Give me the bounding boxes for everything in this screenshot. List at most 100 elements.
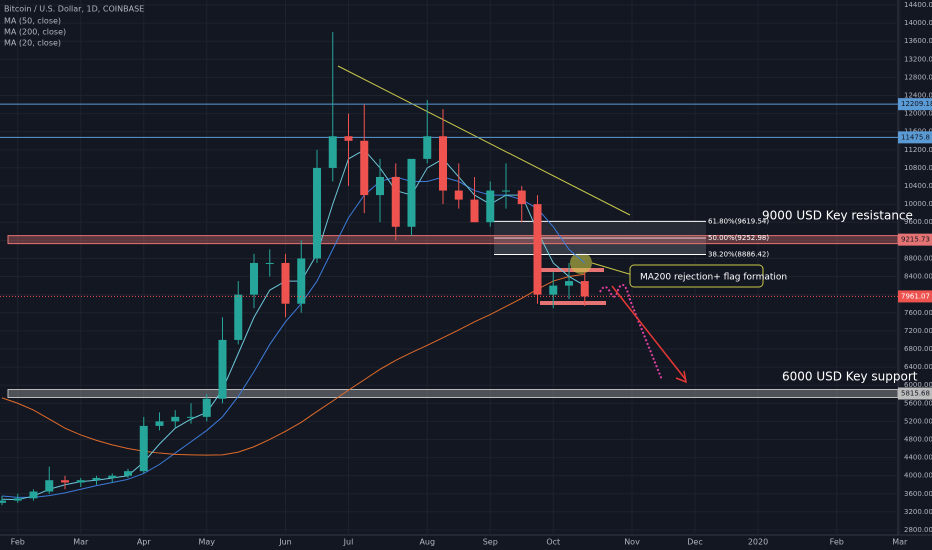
x-tick-label: Apr — [137, 538, 152, 547]
candle-body — [344, 136, 353, 141]
y-tick-label: 6000.00 — [904, 381, 932, 389]
y-tick-label: 8400.00 — [904, 273, 932, 281]
price-label-box — [898, 98, 932, 111]
ma-line — [1, 273, 585, 456]
y-tick-label: 10000.00 — [904, 200, 932, 208]
candle-body — [202, 398, 211, 417]
y-tick-label: 7600.00 — [904, 309, 932, 317]
candle-body — [313, 167, 321, 259]
candle-body — [0, 500, 6, 503]
rejection-marker — [570, 252, 592, 274]
flag-top — [538, 268, 604, 272]
level-zone — [7, 389, 899, 399]
flag-bottom — [540, 301, 606, 305]
candle-body — [517, 190, 526, 205]
y-tick-label: 13200.00 — [904, 55, 932, 63]
y-tick-label: 6800.00 — [904, 345, 932, 353]
candle-body — [139, 425, 148, 472]
x-tick-label: Jun — [278, 538, 292, 547]
y-tick-label: 12000.00 — [904, 110, 932, 118]
x-tick-label: Oct — [546, 538, 560, 547]
y-tick-label: 12400.00 — [904, 92, 932, 100]
candle-body — [549, 285, 558, 295]
y-tick-label: 14400.00 — [904, 1, 932, 9]
candle-body — [124, 471, 132, 476]
candle-body — [29, 491, 38, 499]
y-tick-label: 9600.00 — [904, 218, 932, 226]
price-label-box — [898, 290, 932, 303]
x-tick-label: Mar — [73, 538, 89, 547]
callout-line — [591, 262, 637, 277]
x-tick-label: Dec — [687, 538, 702, 547]
price-label-box — [898, 233, 932, 246]
y-tick-label: 4800.00 — [904, 435, 932, 443]
x-tick-label: Sep — [483, 538, 498, 547]
y-tick-label: 10400.00 — [904, 182, 932, 190]
trend-line — [337, 65, 631, 216]
y-tick-label: 6400.00 — [904, 363, 932, 371]
y-tick-label: 3200.00 — [904, 508, 932, 516]
candle-body — [297, 258, 306, 304]
candle-body — [13, 498, 22, 501]
candle-body — [439, 136, 447, 191]
candle-body — [171, 416, 180, 422]
candle-body — [423, 136, 432, 159]
candle-body — [454, 190, 463, 200]
price-label: 12209.18 — [901, 100, 932, 108]
candle-body — [218, 339, 227, 399]
y-tick-label: 8800.00 — [904, 254, 932, 262]
y-tick-label: 4000.00 — [904, 472, 932, 480]
candle-body — [580, 281, 589, 297]
y-tick-label: 12800.00 — [904, 73, 932, 81]
annotation: 9000 USD Key resistance — [762, 209, 913, 223]
x-tick-label: Nov — [624, 538, 640, 547]
y-tick-label: 4400.00 — [904, 454, 932, 462]
price-label: 5815.68 — [901, 390, 930, 398]
candle-body — [187, 416, 195, 418]
x-tick-label: May — [198, 538, 215, 547]
fib-label: 61.80%(9619.54) — [708, 217, 769, 225]
candle-body — [250, 262, 258, 295]
x-tick-label: Mar — [892, 538, 908, 547]
x-tick-label: 2020 — [748, 538, 768, 547]
price-label: 7961.07 — [901, 292, 930, 300]
price-label-box — [898, 387, 932, 400]
candle-body — [76, 480, 85, 483]
y-tick-label: 14000.00 — [904, 19, 932, 27]
chart-title: Bitcoin / U.S. Dollar, 1D, COINBASE — [4, 5, 144, 14]
y-tick-label: 3600.00 — [904, 490, 932, 498]
callout-box — [629, 264, 764, 288]
candle-body — [45, 480, 54, 492]
candle-body — [155, 421, 164, 426]
price-label-box — [898, 131, 932, 144]
annotation: MA200 rejection+ flag formation — [640, 273, 787, 283]
y-tick-label: 5200.00 — [904, 417, 932, 425]
candle-body — [92, 477, 101, 481]
candle-body — [407, 158, 416, 227]
fib-zone — [494, 221, 706, 238]
y-tick-label: 2800.00 — [904, 526, 932, 534]
x-tick-label: Aug — [419, 538, 435, 547]
candle-body — [470, 199, 479, 223]
candle-body — [108, 475, 117, 478]
candle-body — [376, 176, 384, 196]
candle-body — [61, 480, 69, 483]
candle-body — [502, 190, 510, 192]
candle-body — [533, 204, 542, 295]
candle-body — [360, 140, 369, 196]
marks — [0, 32, 899, 506]
annotation: 6000 USD Key support — [782, 370, 918, 384]
candle-body — [234, 294, 243, 340]
candle-body — [486, 190, 495, 223]
y-tick-label: 7200.00 — [904, 327, 932, 335]
drawings — [337, 65, 764, 384]
y-tick-label: 5600.00 — [904, 399, 932, 407]
x-tick-label: Jul — [343, 538, 354, 547]
projection — [599, 283, 663, 381]
x-tick-label: Feb — [11, 538, 25, 547]
price-label: 9215.73 — [901, 236, 930, 244]
y-tick-label: 11200.00 — [904, 146, 932, 154]
legend-entry: MA (50, close) — [4, 17, 61, 26]
candle-body — [281, 262, 290, 304]
